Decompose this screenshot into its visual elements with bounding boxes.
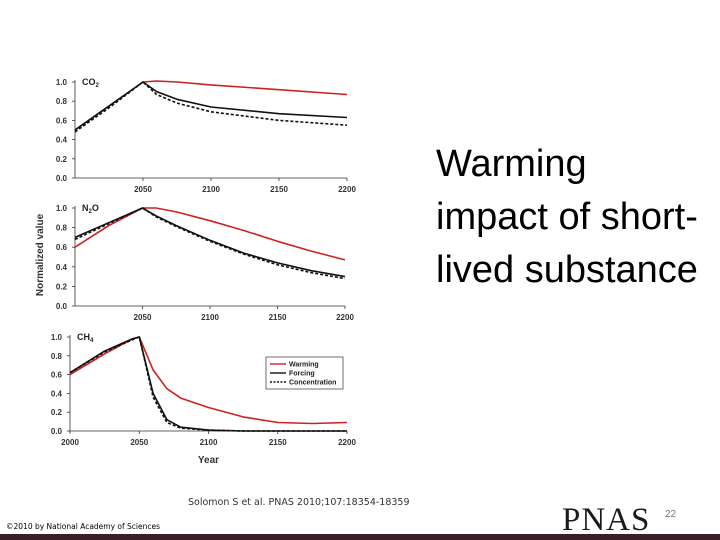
slide-title-line-2: impact of short- (436, 196, 698, 238)
legend-label-warming: Warming (289, 362, 319, 369)
y-tick-label: 1.0 (51, 333, 63, 342)
x-axis-title: Year (198, 455, 219, 466)
x-tick-label: 2050 (134, 313, 152, 322)
x-tick-label: 2050 (134, 185, 152, 194)
y-tick-label: 0.8 (51, 352, 63, 361)
citation: Solomon S et al. PNAS 2010;107:18354-183… (188, 497, 410, 508)
y-tick-label: 0.6 (56, 116, 68, 125)
pnas-logo: PNAS (562, 502, 651, 538)
footer-bar (0, 534, 720, 540)
y-tick-label: 0.6 (51, 371, 63, 380)
y-tick-label: 0.0 (56, 302, 68, 311)
panel-label-subscript: 2 (89, 209, 93, 215)
panel-label-main: N (82, 203, 89, 213)
x-tick-label: 2100 (200, 438, 218, 447)
series-concentration-line (74, 81, 348, 133)
series-forcing-line (74, 207, 346, 278)
x-tick-label: 2100 (202, 185, 220, 194)
y-tick-label: 0.0 (56, 174, 68, 183)
y-tick-label: 1.0 (56, 78, 68, 87)
slide-title-line-3: lived substance (436, 249, 698, 291)
series-concentration-line (69, 336, 347, 432)
series-forcing-line (74, 81, 348, 131)
panel-label-suffix: O (92, 203, 99, 213)
x-tick-label: 2000 (61, 438, 79, 447)
series-warming-line (74, 207, 346, 261)
legend-label-concentration: Concentration (289, 380, 336, 387)
slide-title: Warming impact of short- lived substance (436, 138, 720, 297)
y-tick-label: 0.4 (56, 136, 68, 145)
y-axis-title: Normalized value (35, 213, 46, 296)
y-tick-label: 0.8 (56, 224, 68, 233)
slide-title-line-1: Warming (436, 143, 587, 185)
panel-label: CH4 (77, 332, 94, 344)
y-tick-label: 0.2 (56, 155, 68, 164)
x-tick-label: 2050 (130, 438, 148, 447)
panel-label: CO2 (82, 77, 100, 89)
copyright-notice: ©2010 by National Academy of Sciences (6, 522, 161, 531)
x-tick-label: 2200 (338, 438, 356, 447)
page-number: 22 (665, 509, 677, 520)
x-tick-label: 2150 (270, 185, 288, 194)
y-tick-label: 0.2 (56, 282, 68, 291)
panel-label-main: CH (77, 332, 90, 342)
x-tick-label: 2150 (269, 313, 287, 322)
y-tick-label: 0.2 (51, 408, 63, 417)
x-tick-label: 2100 (201, 313, 219, 322)
y-tick-label: 0.4 (51, 389, 63, 398)
legend: Warming Forcing Concentration (265, 356, 344, 390)
x-tick-label: 2200 (336, 313, 354, 322)
y-tick-label: 1.0 (56, 204, 68, 213)
panel-1: 0.0 0.2 0.4 0.6 0.8 1.0 2050 2100 2150 2200 CO2 (56, 77, 357, 194)
panel-label-main: CO (82, 77, 96, 87)
x-tick-label: 2200 (338, 185, 356, 194)
x-tick-label: 2150 (269, 438, 287, 447)
y-tick-label: 0.6 (56, 243, 68, 252)
panel-label-subscript: 4 (90, 338, 94, 344)
panel-label: N2O (82, 203, 99, 215)
legend-label-forcing: Forcing (289, 371, 315, 378)
y-tick-label: 0.8 (56, 97, 68, 106)
panel-label-subscript: 2 (96, 83, 100, 89)
y-tick-label: 0.0 (51, 427, 63, 436)
panel-3: 0.0 0.2 0.4 0.6 0.8 1.0 2000 2050 2100 2150 2200 CH… (51, 332, 357, 466)
y-tick-label: 0.4 (56, 263, 68, 272)
panel-2: 0.0 0.2 0.4 0.6 0.8 1.0 2050 2100 2150 2200 N2O Nor… (35, 203, 354, 322)
series-concentration-line (74, 207, 346, 280)
